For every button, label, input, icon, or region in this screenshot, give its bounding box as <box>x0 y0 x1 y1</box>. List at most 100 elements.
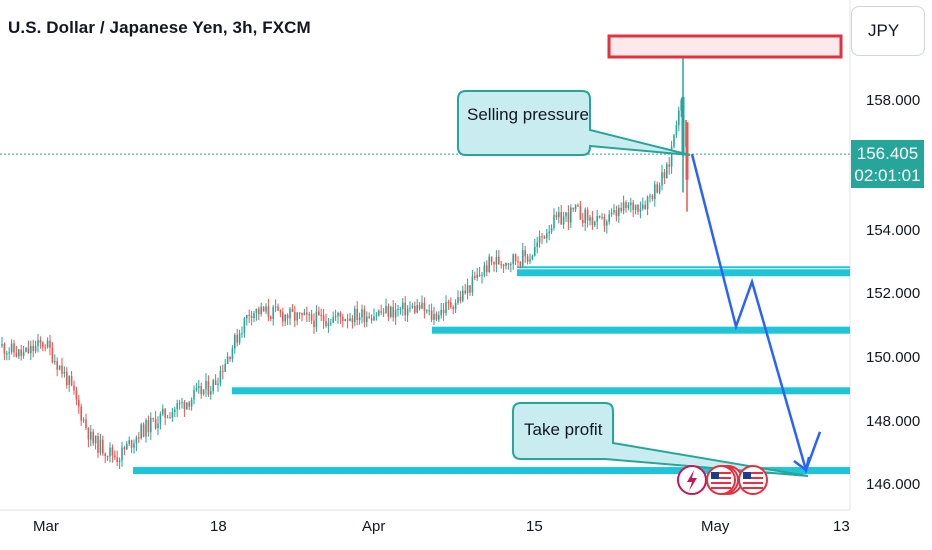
candle-body <box>46 340 49 348</box>
candle-body <box>668 164 670 167</box>
candle-body <box>440 309 442 316</box>
candle-body <box>310 314 313 321</box>
candle-body <box>524 250 526 257</box>
candle-body <box>286 314 289 319</box>
candle-body <box>582 219 584 224</box>
candle-body <box>423 302 426 311</box>
candle-body <box>447 302 450 304</box>
candle-body <box>625 202 627 208</box>
candle-body <box>346 319 349 321</box>
candle-body <box>121 447 123 461</box>
candle-body <box>406 308 409 316</box>
candle-body <box>361 309 363 318</box>
candle-body <box>1 344 3 346</box>
candle-body <box>414 305 416 313</box>
candle-body <box>44 347 46 349</box>
candle-body <box>610 212 613 215</box>
candle-body <box>162 408 164 414</box>
candle-body <box>428 310 430 312</box>
candle-body <box>370 318 373 321</box>
candle-body <box>10 343 13 353</box>
candle-body <box>301 313 303 316</box>
forecast-line[interactable] <box>690 153 822 475</box>
candle-body <box>646 196 649 209</box>
candle-body <box>399 309 402 311</box>
candle-body <box>651 195 654 200</box>
candle-body <box>493 261 495 265</box>
candle-body <box>620 207 622 211</box>
candle-body <box>82 419 85 421</box>
spike-candle-body-2 <box>685 122 689 180</box>
candle-body <box>459 297 462 301</box>
candle-body <box>445 302 447 314</box>
candle-body <box>632 202 634 211</box>
candle-body <box>397 309 399 311</box>
candle-body <box>337 312 339 317</box>
spike-candle-body <box>681 96 685 155</box>
candle-body <box>219 370 222 384</box>
currency-button[interactable]: JPY <box>851 6 925 56</box>
support-level-2[interactable] <box>232 387 850 395</box>
candle-body <box>642 204 644 209</box>
candle-body <box>308 314 310 316</box>
candle-body <box>109 447 111 457</box>
chart-title: U.S. Dollar / Japanese Yen, 3h, FXCM <box>8 18 311 37</box>
candle-body <box>166 417 169 419</box>
candle-body <box>591 217 594 226</box>
y-tick-148: 148.000 <box>866 413 921 430</box>
candle-body <box>579 206 582 220</box>
candle-body <box>478 274 481 277</box>
candle-body <box>358 317 361 321</box>
candle-body <box>411 305 414 308</box>
support-level-3[interactable] <box>133 467 850 475</box>
candle-body <box>320 315 322 317</box>
candle-body <box>49 340 51 348</box>
candle-body <box>289 308 291 319</box>
candle-body <box>644 204 646 209</box>
take-profit-callout[interactable] <box>512 402 809 477</box>
candle-body <box>68 375 70 386</box>
candle-body <box>495 256 498 265</box>
candle-body <box>224 363 226 372</box>
candle-body <box>75 390 78 400</box>
y-tick-158: 158.000 <box>866 92 921 109</box>
support-level-1[interactable] <box>432 326 850 334</box>
us-flag-event-icon-2[interactable] <box>738 465 768 495</box>
lightning-icon[interactable] <box>677 465 707 495</box>
candle-body <box>469 285 471 293</box>
candle-body <box>54 361 56 363</box>
candle-body <box>13 343 15 353</box>
candle-body <box>318 311 320 316</box>
candle-body <box>61 365 63 374</box>
x-tick-apr: Apr <box>362 518 386 535</box>
candle-body <box>464 290 466 294</box>
candle-body <box>313 320 315 328</box>
candle-body <box>133 443 135 448</box>
us-flag-event-icon[interactable] <box>706 465 743 495</box>
candle-body <box>603 216 606 226</box>
y-tick-146: 146.000 <box>866 476 921 493</box>
candle-body <box>502 264 505 267</box>
x-tick-mar: Mar <box>33 518 59 535</box>
candle-body <box>373 316 375 321</box>
candle-body <box>385 306 387 314</box>
candle-body <box>606 221 608 226</box>
candle-body <box>128 440 130 444</box>
support-level-0[interactable] <box>517 269 850 277</box>
candle-body <box>462 290 464 301</box>
candle-body <box>195 387 198 391</box>
candle-body <box>18 349 20 357</box>
candle-body <box>135 437 138 444</box>
candle-body <box>615 210 618 217</box>
candle-body <box>159 413 162 424</box>
candle-body <box>22 351 25 356</box>
candle-body <box>142 424 145 437</box>
candle-body <box>37 340 39 347</box>
candle-body <box>330 322 332 324</box>
candle-body <box>541 236 543 238</box>
resistance-zone-box[interactable] <box>607 34 843 59</box>
selling-pressure-callout[interactable] <box>457 90 691 156</box>
candle-body <box>97 435 99 453</box>
candle-body <box>349 318 351 321</box>
